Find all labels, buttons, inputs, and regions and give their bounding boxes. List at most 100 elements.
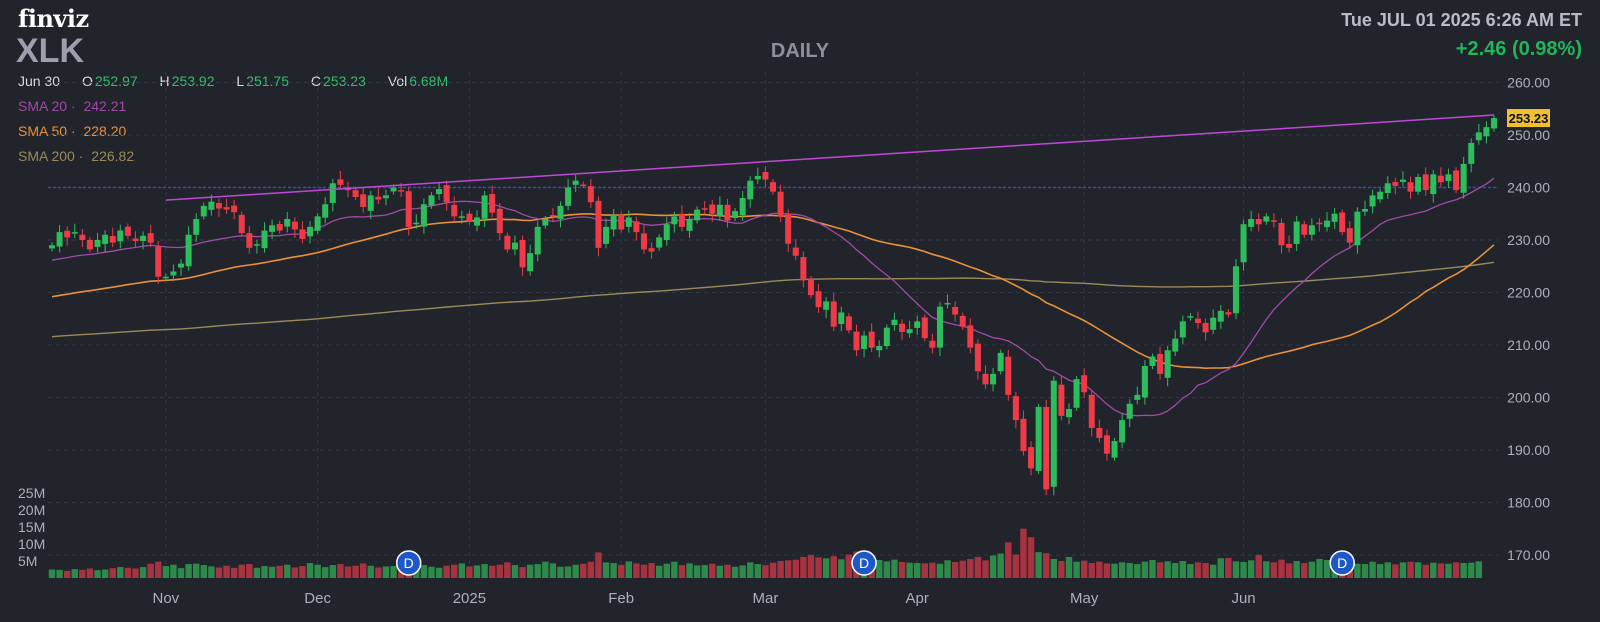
candle-body — [49, 245, 55, 249]
candle-body — [732, 211, 739, 218]
candle — [428, 192, 435, 209]
candle-body — [1126, 403, 1133, 419]
finviz-logo: finviz — [18, 4, 89, 33]
candle — [1437, 167, 1444, 187]
candle-body — [1399, 179, 1406, 182]
candle — [603, 218, 610, 249]
volume-bar — [830, 556, 837, 578]
candle-body — [914, 321, 921, 328]
candle — [542, 215, 549, 229]
candle-body — [1172, 338, 1179, 352]
volume-bar — [132, 568, 139, 578]
candle-body — [1346, 228, 1353, 243]
candle-body — [997, 352, 1004, 372]
volume-bar — [466, 566, 473, 578]
candle-body — [246, 233, 253, 248]
volume-tick-label: 25M — [18, 485, 45, 501]
volume-bar — [618, 564, 625, 578]
candle-body — [929, 340, 936, 348]
volume-bar — [1012, 554, 1020, 578]
volume-bar — [1058, 561, 1065, 578]
candle — [1316, 218, 1323, 232]
candle-body — [1422, 174, 1429, 191]
candle — [231, 199, 238, 220]
volume-bar — [640, 564, 648, 578]
candle-body — [1012, 396, 1019, 421]
candle — [754, 167, 761, 184]
candle — [71, 223, 78, 238]
candle — [193, 213, 200, 242]
candle-body — [1407, 182, 1414, 192]
candle — [1096, 419, 1103, 443]
volume-bar — [1232, 561, 1240, 578]
volume-bar — [238, 564, 245, 578]
volume-bar — [193, 563, 200, 578]
candle — [420, 198, 427, 234]
volume-bar — [959, 560, 966, 578]
volume-bar — [1437, 563, 1445, 578]
candle — [845, 313, 852, 334]
candle-body — [807, 279, 814, 296]
volume-bar — [1308, 561, 1316, 578]
candle-body — [549, 215, 556, 217]
candle-body — [1081, 375, 1088, 393]
candle — [178, 259, 185, 276]
volume-bar — [876, 559, 883, 578]
candle — [382, 189, 389, 206]
candle-body — [1483, 127, 1490, 137]
volume-bar — [997, 553, 1004, 578]
candle — [739, 190, 746, 221]
candle-body — [906, 329, 913, 334]
volume-bar — [633, 563, 640, 578]
candle — [549, 207, 556, 223]
candle-body — [1354, 211, 1361, 246]
candle-body — [1248, 219, 1255, 227]
volume-bar — [1293, 561, 1300, 578]
sma20-separator: · — [67, 98, 80, 114]
candle — [1141, 360, 1148, 405]
volume-bar — [967, 558, 974, 578]
candle-body — [155, 246, 162, 277]
volume-bar — [473, 565, 481, 578]
candle-body — [1453, 170, 1460, 191]
volume-bar — [800, 556, 807, 578]
volume-bar — [1475, 561, 1483, 578]
candle-body — [458, 216, 465, 218]
volume-bar — [488, 565, 496, 578]
volume-bar — [1179, 561, 1187, 578]
candle — [496, 202, 503, 241]
volume-bar — [1005, 542, 1012, 578]
volume-bar — [564, 566, 572, 578]
candle — [1028, 441, 1035, 476]
candle-body — [610, 214, 617, 230]
candle — [1422, 167, 1429, 196]
candle-body — [413, 222, 420, 225]
volume-bar — [1354, 563, 1361, 578]
candle — [1491, 114, 1497, 132]
candle — [967, 318, 974, 354]
candle-body — [504, 235, 511, 250]
candle — [1073, 375, 1080, 411]
candle — [1263, 213, 1270, 225]
candle-body — [1475, 132, 1482, 141]
candle — [1005, 349, 1012, 401]
volume-bar — [845, 554, 853, 578]
candle — [1445, 168, 1452, 189]
volume-bar — [1209, 564, 1217, 578]
volume-bar — [572, 564, 579, 578]
trend-line — [165, 114, 1495, 201]
candle-body — [663, 224, 670, 240]
candle-body — [603, 226, 610, 244]
volume-bar — [1278, 559, 1285, 578]
volume-bar — [185, 564, 192, 578]
candle-body — [1286, 243, 1293, 248]
volume-bar — [610, 563, 617, 578]
candle — [580, 181, 587, 189]
close-value: 253.23 — [323, 73, 366, 89]
candle — [625, 210, 632, 233]
volume-bar — [284, 564, 291, 578]
candle-body — [1111, 441, 1118, 458]
volume-bar — [337, 564, 344, 578]
candle — [1483, 121, 1490, 144]
